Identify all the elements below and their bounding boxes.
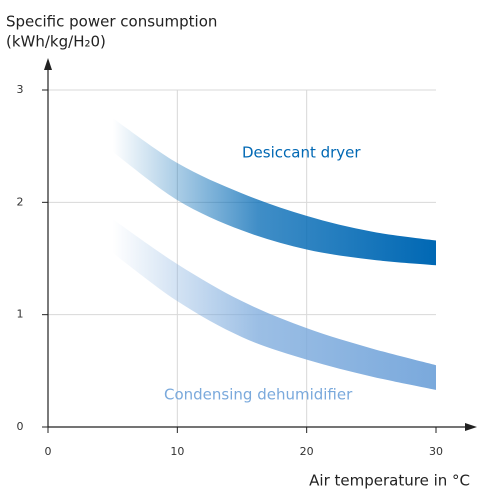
y-tick-label: 0 xyxy=(17,420,24,433)
band xyxy=(112,219,437,390)
y-tick-label: 2 xyxy=(17,195,24,208)
y-tick-label: 3 xyxy=(17,83,24,96)
x-tick-label: 10 xyxy=(170,445,184,458)
x-tick-label: 30 xyxy=(429,445,443,458)
series-label: Desiccant dryer xyxy=(242,144,361,162)
y-tick-label: 1 xyxy=(17,308,24,321)
y-axis-label: Specific power consumption xyxy=(6,13,217,31)
y-axis-arrow xyxy=(44,58,52,70)
x-tick-label: 0 xyxy=(45,445,52,458)
series-label: Condensing dehumidifier xyxy=(164,386,353,404)
x-axis-arrow xyxy=(465,423,477,431)
x-axis-label: Air temperature in °C xyxy=(309,472,470,490)
band xyxy=(112,118,437,266)
y-axis-unit: (kWh/kg/H₂0) xyxy=(6,33,106,51)
x-tick-label: 20 xyxy=(300,445,314,458)
